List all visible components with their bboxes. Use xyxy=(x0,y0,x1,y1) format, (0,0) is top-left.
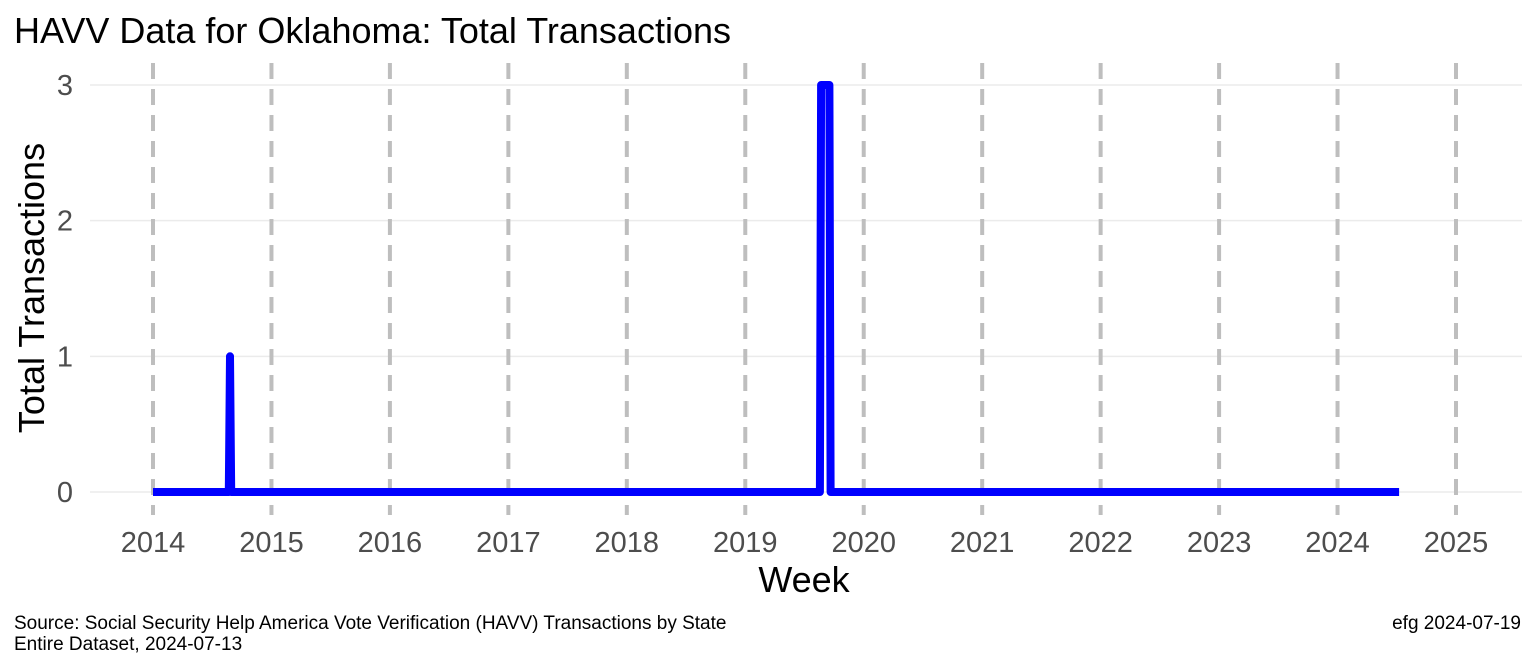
series-line xyxy=(153,81,1400,496)
x-tick-label: 2021 xyxy=(950,527,1015,559)
source-line-2: Entire Dataset, 2024-07-13 xyxy=(14,634,243,655)
x-tick-label: 2019 xyxy=(713,527,778,559)
y-tick-label: 2 xyxy=(57,206,73,238)
x-tick-label: 2022 xyxy=(1068,527,1133,559)
horizontal-gridlines xyxy=(90,84,1522,493)
chart-title: HAVV Data for Oklahoma: Total Transactio… xyxy=(14,10,731,51)
source-caption: Source: Social Security Help America Vot… xyxy=(14,613,726,655)
x-tick-label: 2020 xyxy=(831,527,896,559)
source-line-1: Source: Social Security Help America Vot… xyxy=(14,613,727,634)
y-axis-label: Total Transactions xyxy=(11,143,52,433)
x-tick-label: 2017 xyxy=(476,527,541,559)
y-tick-labels: 0 1 2 3 xyxy=(57,70,73,509)
x-tick-label: 2023 xyxy=(1187,527,1252,559)
y-tick-label: 0 xyxy=(57,477,73,509)
y-tick-label: 1 xyxy=(57,341,73,373)
x-tick-label: 2025 xyxy=(1424,527,1489,559)
x-tick-label: 2015 xyxy=(239,527,304,559)
y-tick-label: 3 xyxy=(57,70,73,102)
series-layer xyxy=(153,81,1400,496)
x-tick-label: 2024 xyxy=(1305,527,1370,559)
x-axis-label: Week xyxy=(758,559,850,600)
x-tick-label: 2016 xyxy=(358,527,423,559)
x-tick-label: 2018 xyxy=(595,527,660,559)
signature-caption: efg 2024-07-19 xyxy=(1392,613,1521,634)
year-dashed-lines xyxy=(151,63,1458,515)
x-tick-label: 2014 xyxy=(121,527,186,559)
x-tick-labels: 2014 2015 2016 2017 2018 2019 2020 2021 2022 2023… xyxy=(121,527,1489,559)
